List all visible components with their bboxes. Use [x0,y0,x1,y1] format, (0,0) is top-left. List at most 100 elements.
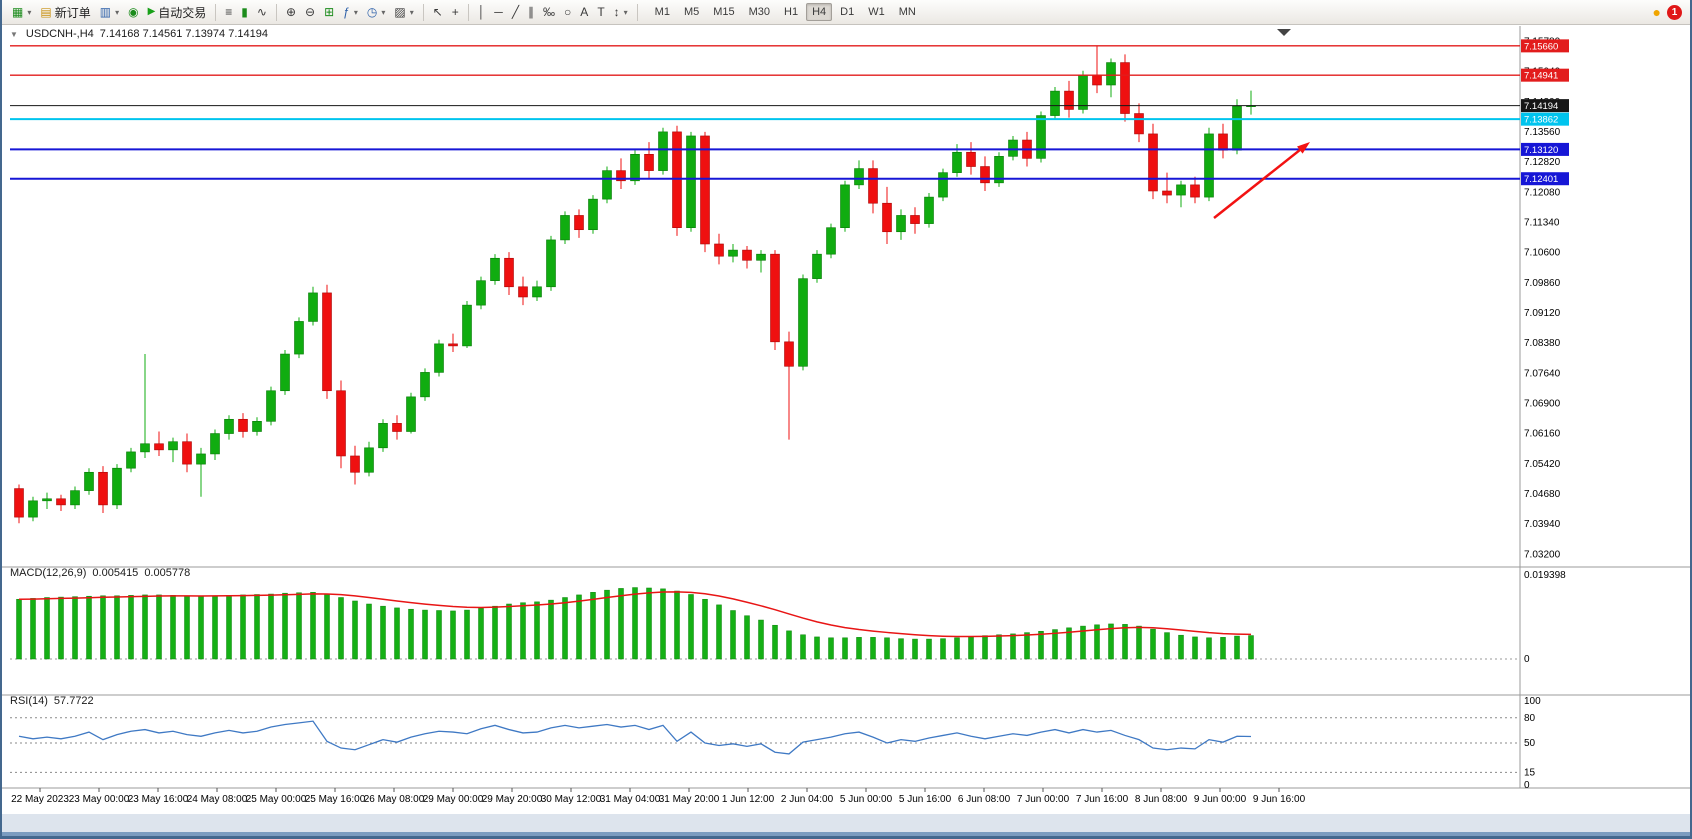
zoom-out-button[interactable]: ⊖ [301,2,319,22]
toolbar-separator [215,3,217,21]
autotrading-button[interactable]: ▶ 自动交易 [144,2,211,22]
periods-button[interactable]: ◷ ▾ [363,2,390,22]
chevron-down-icon: ▾ [353,7,358,17]
svg-text:7.12080: 7.12080 [1524,187,1561,198]
chevron-down-icon: ▾ [115,7,120,17]
candlestick-chart-icon: ▮ [241,5,248,19]
horizontal-line-button[interactable]: ─ [490,2,507,22]
svg-text:26 May 08:00: 26 May 08:00 [364,794,425,805]
rsi-line [18,720,1252,755]
timeframe-d1-button[interactable]: D1 [840,6,855,18]
community-button[interactable]: ◉ [124,2,142,22]
zoom-in-button[interactable]: ⊕ [282,2,300,22]
templates-button[interactable]: ▨ ▾ [390,2,417,22]
svg-text:22 May 2023: 22 May 2023 [11,794,69,805]
price-level-tag: 7.13862 [1521,112,1569,126]
svg-text:29 May 20:00: 29 May 20:00 [482,794,543,805]
horizontal-line-icon: ─ [494,5,503,19]
svg-text:7.09120: 7.09120 [1524,308,1561,319]
price-chart-canvas[interactable]: 7.157807.150407.143007.135607.128207.120… [2,26,1692,839]
timeframe-mn-button[interactable]: MN [898,6,916,18]
trendline-button[interactable]: ╱ [508,2,523,22]
svg-text:31 May 20:00: 31 May 20:00 [659,794,720,805]
text-icon: A [580,5,589,19]
arrows-icon: ↕ [613,5,620,19]
new-chart-button[interactable]: ▦ ▾ [8,2,35,22]
autotrading-label: 自动交易 [158,5,207,20]
toolbar-separator [422,3,424,21]
timeframe-h1-button[interactable]: H1 [784,6,799,18]
text-button[interactable]: A [576,2,592,22]
svg-text:1 Jun 12:00: 1 Jun 12:00 [722,794,775,805]
svg-text:24 May 08:00: 24 May 08:00 [187,794,248,805]
indicators-button[interactable]: ƒ ▾ [339,2,362,22]
svg-text:7.10600: 7.10600 [1524,248,1561,259]
svg-text:7.03200: 7.03200 [1524,549,1561,560]
svg-text:9 Jun 16:00: 9 Jun 16:00 [1253,794,1306,805]
svg-text:7.09860: 7.09860 [1524,278,1561,289]
svg-text:7.12820: 7.12820 [1524,157,1561,168]
timeframe-m15-button[interactable]: M15 [713,6,735,18]
chevron-down-icon: ▾ [623,7,628,17]
toolbar-right-cluster: ● 1 [1653,4,1684,20]
timeframe-bar: M1 M5 M15 M30 H1 H4 D1 W1 MN [649,3,922,21]
fibonacci-button[interactable]: ‰ [539,2,559,22]
shapes-button[interactable]: ○ [560,2,575,22]
timeframe-m30-button[interactable]: M30 [748,6,771,18]
chevron-down-icon: ▾ [381,7,386,17]
fibonacci-icon: ‰ [543,5,556,19]
line-chart-icon: ∿ [256,5,267,19]
svg-text:7.06900: 7.06900 [1524,398,1561,409]
tile-windows-button[interactable]: ⊞ [320,2,338,22]
timeframe-m5-button[interactable]: M5 [683,6,700,18]
arrows-button[interactable]: ↕ ▾ [610,2,632,22]
svg-text:7.05420: 7.05420 [1524,459,1561,470]
chevron-down-icon: ▾ [409,7,414,17]
alert-badge[interactable]: 1 [1667,4,1682,20]
svg-text:7.03940: 7.03940 [1524,519,1561,530]
svg-text:50: 50 [1524,738,1536,749]
svg-text:6 Jun 08:00: 6 Jun 08:00 [958,794,1011,805]
crosshair-button[interactable]: + [448,2,463,22]
svg-text:0.019398: 0.019398 [1524,570,1566,581]
macd-signal-line [18,591,1252,638]
channel-button[interactable]: ∥ [524,2,538,22]
svg-text:7.04680: 7.04680 [1524,489,1561,500]
trend-arrow[interactable] [1213,142,1310,219]
chevron-down-icon: ▾ [27,7,32,17]
bar-chart-icon: ≡ [225,5,233,19]
toolbar-separator [467,3,469,21]
svg-text:7.06160: 7.06160 [1524,429,1561,440]
candlestick-chart-button[interactable]: ▮ [237,2,252,22]
vertical-line-button[interactable]: │ [474,2,490,22]
autotrading-icon: ▶ [147,6,156,17]
notifications-icon[interactable]: ● [1652,4,1661,20]
svg-text:7 Jun 00:00: 7 Jun 00:00 [1017,794,1070,805]
svg-text:7.14941: 7.14941 [1524,71,1558,82]
line-chart-button[interactable]: ∿ [253,2,271,22]
timeframe-m1-button[interactable]: M1 [654,6,670,18]
svg-text:100: 100 [1524,696,1541,707]
svg-text:29 May 00:00: 29 May 00:00 [423,794,484,805]
cursor-icon: ↖ [432,5,443,19]
new-order-button[interactable]: ▤ 新订单 [36,2,94,22]
price-level-tag: 7.12401 [1521,172,1569,186]
shift-marker-icon[interactable] [1277,29,1291,36]
price-level-lines[interactable]: 7.15660 7.14941 7.14194 7.13862 7.13120 7.124… [10,39,1569,186]
bar-chart-button[interactable]: ≡ [221,2,236,22]
text-label-button[interactable]: T [593,2,608,22]
timeframe-h4-button[interactable]: H4 [806,3,833,21]
vertical-line-icon: │ [477,5,486,19]
svg-text:7.11340: 7.11340 [1524,217,1560,228]
window-bottom-edge [2,832,1690,836]
svg-text:0: 0 [1524,654,1530,665]
community-icon: ◉ [128,5,139,19]
cursor-button[interactable]: ↖ [429,2,447,22]
timeframe-w1-button[interactable]: W1 [868,6,885,18]
price-level-tag: 7.13120 [1521,142,1569,156]
templates-icon: ▨ [394,5,406,19]
profiles-button[interactable]: ▥ ▾ [96,2,123,22]
tile-windows-icon: ⊞ [324,5,335,19]
